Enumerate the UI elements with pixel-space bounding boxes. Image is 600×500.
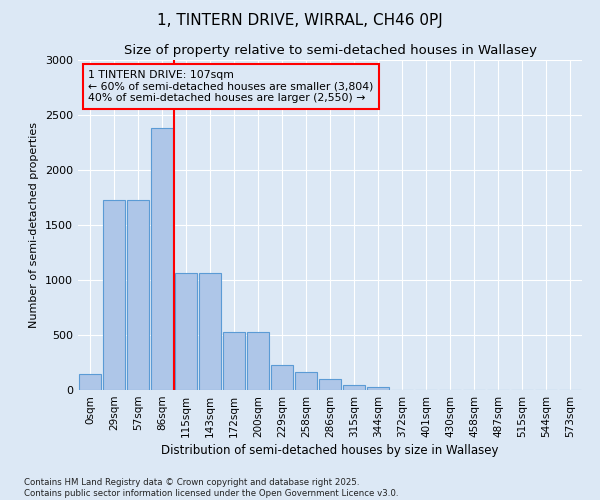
Bar — [151, 128, 173, 390]
Bar — [175, 274, 197, 390]
Bar — [367, 386, 389, 390]
Text: 1 TINTERN DRIVE: 107sqm
← 60% of semi-detached houses are smaller (3,804)
40% of: 1 TINTERN DRIVE: 107sqm ← 60% of semi-de… — [88, 70, 373, 103]
Bar — [223, 332, 245, 390]
Bar — [103, 200, 125, 390]
Bar — [127, 200, 149, 390]
Bar — [79, 374, 101, 390]
Bar — [319, 379, 341, 390]
Bar — [199, 274, 221, 390]
Bar — [247, 332, 269, 390]
Bar — [271, 364, 293, 390]
Title: Size of property relative to semi-detached houses in Wallasey: Size of property relative to semi-detach… — [124, 44, 536, 58]
Bar — [343, 384, 365, 390]
X-axis label: Distribution of semi-detached houses by size in Wallasey: Distribution of semi-detached houses by … — [161, 444, 499, 457]
Y-axis label: Number of semi-detached properties: Number of semi-detached properties — [29, 122, 40, 328]
Bar — [295, 372, 317, 390]
Text: 1, TINTERN DRIVE, WIRRAL, CH46 0PJ: 1, TINTERN DRIVE, WIRRAL, CH46 0PJ — [157, 12, 443, 28]
Text: Contains HM Land Registry data © Crown copyright and database right 2025.
Contai: Contains HM Land Registry data © Crown c… — [24, 478, 398, 498]
